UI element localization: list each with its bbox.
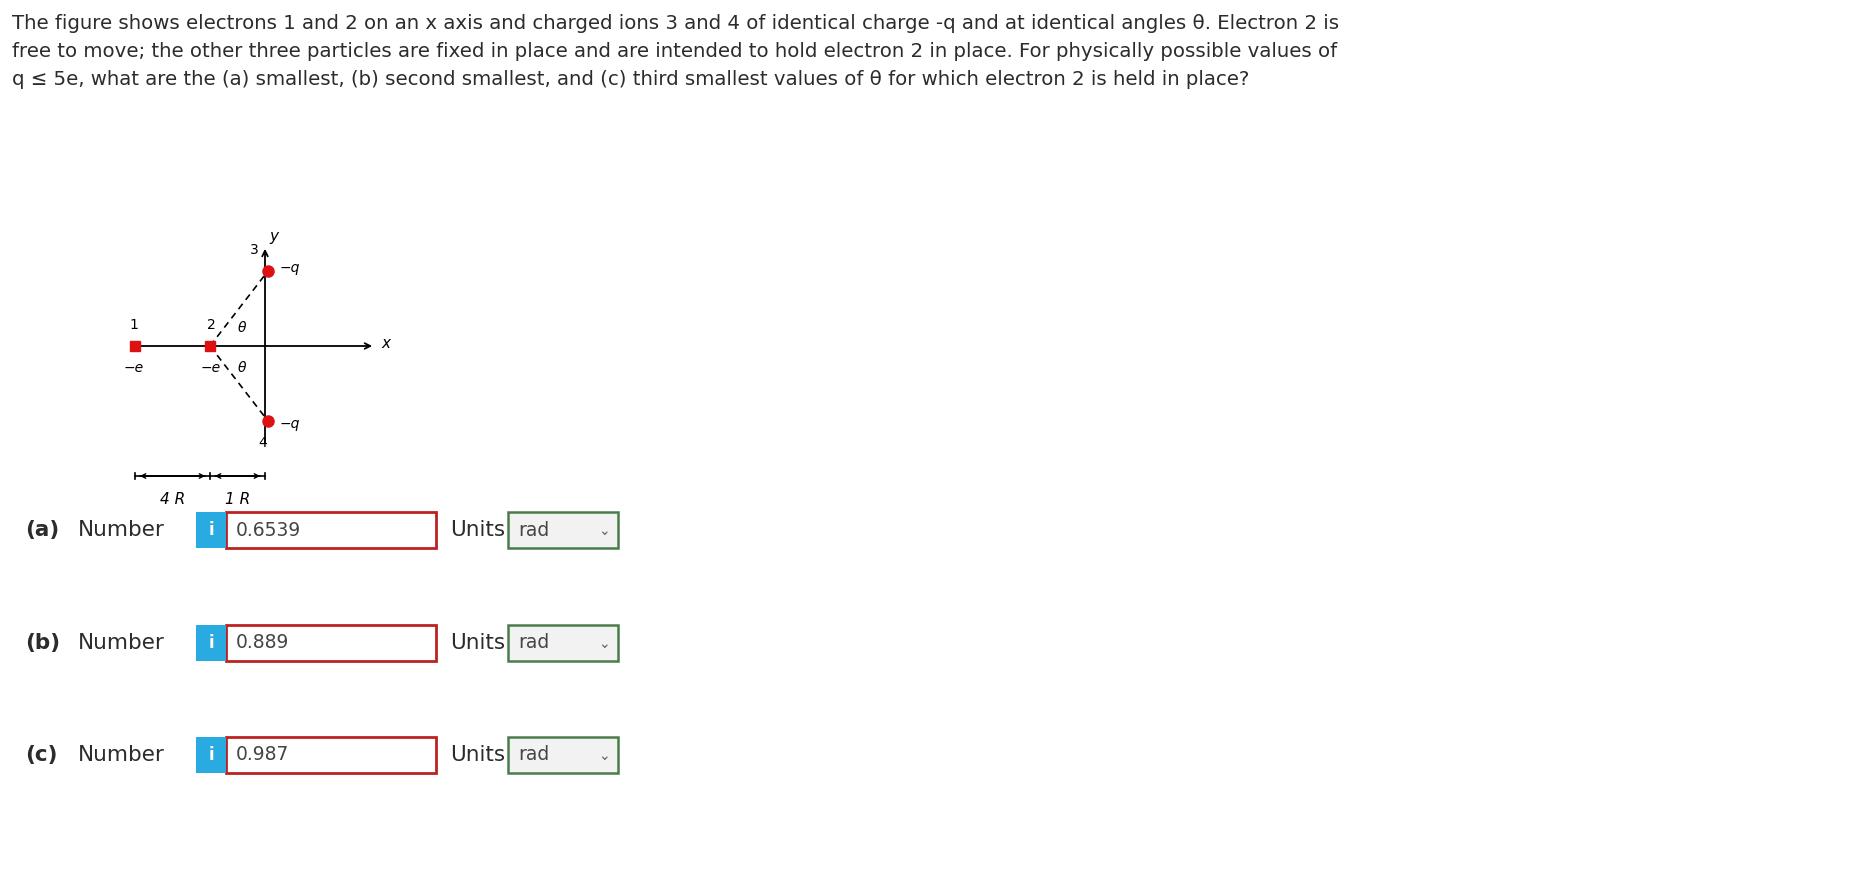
Text: θ: θ <box>238 321 246 335</box>
Text: q ≤ 5e, what are the (a) smallest, (b) second smallest, and (c) third smallest v: q ≤ 5e, what are the (a) smallest, (b) s… <box>11 70 1249 89</box>
Text: 4 R: 4 R <box>160 492 184 507</box>
Text: free to move; the other three particles are fixed in place and are intended to h: free to move; the other three particles … <box>11 42 1337 61</box>
Text: rad: rad <box>518 520 549 540</box>
Bar <box>196 625 225 661</box>
Bar <box>508 512 618 548</box>
Text: −e: −e <box>201 361 222 375</box>
Text: ⌄: ⌄ <box>598 749 611 763</box>
Text: Units: Units <box>451 520 505 540</box>
Text: 0.889: 0.889 <box>236 633 289 653</box>
Text: Number: Number <box>78 520 166 540</box>
Bar <box>196 512 225 548</box>
Text: rad: rad <box>518 633 549 653</box>
Bar <box>225 625 436 661</box>
Text: (b): (b) <box>24 633 60 653</box>
Text: Number: Number <box>78 633 166 653</box>
Text: y: y <box>268 230 277 244</box>
Text: i: i <box>209 746 214 764</box>
Text: 1: 1 <box>130 318 138 332</box>
Text: rad: rad <box>518 745 549 765</box>
Text: Number: Number <box>78 745 166 765</box>
Text: Units: Units <box>451 633 505 653</box>
Text: The figure shows electrons 1 and 2 on an x axis and charged ions 3 and 4 of iden: The figure shows electrons 1 and 2 on an… <box>11 14 1339 33</box>
Text: −q: −q <box>279 417 300 431</box>
Text: −q: −q <box>279 261 300 275</box>
Text: 3: 3 <box>250 243 259 257</box>
Bar <box>508 737 618 773</box>
Text: x: x <box>382 336 389 351</box>
Bar <box>196 737 225 773</box>
Text: ⌄: ⌄ <box>598 524 611 538</box>
Text: i: i <box>209 521 214 539</box>
Text: 0.987: 0.987 <box>236 745 289 765</box>
Text: (a): (a) <box>24 520 60 540</box>
Text: 4: 4 <box>259 436 268 450</box>
Text: 1 R: 1 R <box>225 492 250 507</box>
Text: θ: θ <box>238 361 246 375</box>
Text: (c): (c) <box>24 745 58 765</box>
Text: Units: Units <box>451 745 505 765</box>
Text: −e: −e <box>125 361 143 375</box>
Text: ⌄: ⌄ <box>598 637 611 651</box>
Text: i: i <box>209 634 214 652</box>
Text: 2: 2 <box>207 318 216 332</box>
Bar <box>225 512 436 548</box>
Bar <box>508 625 618 661</box>
Text: 0.6539: 0.6539 <box>236 520 302 540</box>
Bar <box>225 737 436 773</box>
